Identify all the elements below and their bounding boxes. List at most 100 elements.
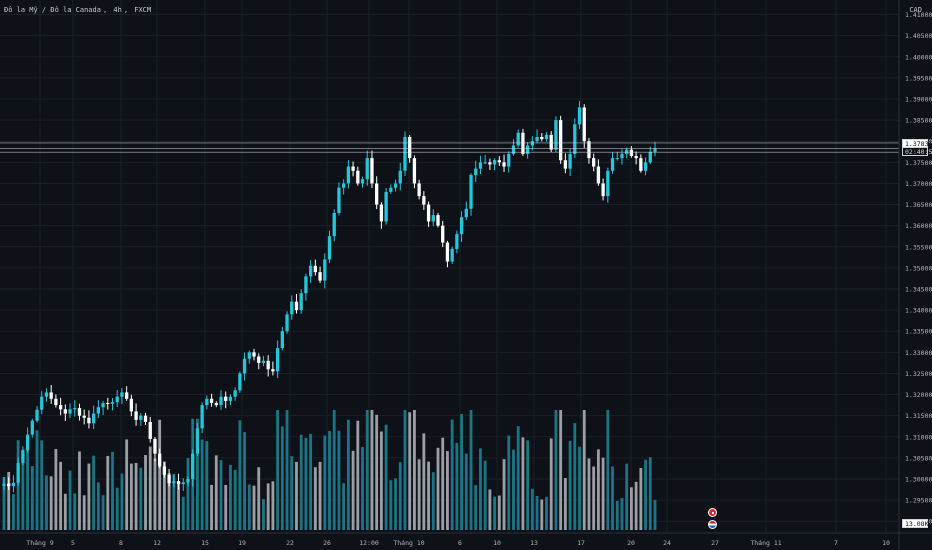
volume-bar: [120, 473, 124, 530]
candle-body: [554, 120, 558, 150]
candle-body: [294, 301, 299, 311]
candle-body: [417, 183, 421, 197]
volume-bar: [620, 497, 624, 530]
candle-body: [596, 166, 601, 184]
candle-body: [21, 450, 25, 463]
volume-bar: [573, 423, 577, 530]
volume-bar: [436, 447, 440, 530]
candle-body: [535, 137, 539, 142]
candle-body: [436, 215, 440, 226]
bar-countdown-tag: 02:40:53: [902, 147, 932, 156]
candle-body: [379, 204, 384, 222]
candle-body: [73, 408, 77, 410]
candle-body: [87, 417, 91, 424]
volume-bar: [106, 455, 110, 530]
volume-bar: [596, 449, 600, 530]
candle-body: [219, 396, 223, 406]
volume-bar: [493, 496, 497, 530]
candle-body: [615, 158, 619, 160]
volume-bar: [408, 412, 412, 530]
volume-bar: [30, 466, 34, 530]
volume-bar: [648, 457, 652, 530]
candle-body: [172, 481, 176, 484]
candle-body: [648, 151, 652, 163]
time-tick-label: 5: [71, 539, 75, 547]
price-tick-label: 1.39000: [905, 96, 932, 104]
candle-body: [426, 204, 431, 222]
candle-body: [389, 187, 393, 192]
candle-body: [205, 398, 209, 406]
candle-body: [200, 405, 204, 429]
candle-body: [393, 183, 398, 188]
volume-bar: [516, 426, 520, 530]
volume-bar: [129, 463, 133, 530]
price-tick-label: 1.37000: [905, 180, 932, 188]
volume-bar: [559, 410, 563, 530]
volume-bar: [450, 419, 454, 530]
candle-body: [158, 453, 162, 467]
volume-bar: [276, 410, 280, 530]
candle-body: [488, 162, 492, 165]
candle-body: [356, 170, 360, 184]
candle-body: [478, 162, 483, 169]
volume-bar: [323, 435, 327, 530]
candle-body: [280, 331, 284, 349]
volume-bar: [257, 467, 261, 530]
candle-body: [11, 482, 16, 487]
volume-bar: [233, 469, 237, 530]
volume-bar: [351, 450, 355, 530]
candle-body: [323, 259, 327, 281]
price-axis[interactable]: 1.290001.295001.300001.305001.310001.315…: [898, 0, 932, 550]
volume-bar: [26, 437, 30, 530]
volume-bar: [252, 485, 256, 530]
volume-bar: [639, 468, 643, 530]
candle-body: [143, 415, 148, 422]
volume-bar: [507, 435, 511, 530]
candle-body: [313, 265, 317, 273]
volume-bar: [125, 439, 129, 530]
candle-body: [332, 213, 336, 237]
volume-bar: [568, 440, 572, 530]
volume-bar: [59, 461, 63, 530]
candle-body: [398, 170, 402, 184]
volume-bar: [535, 495, 539, 530]
volume-bar: [384, 424, 388, 530]
us-event-icon[interactable]: [708, 520, 717, 529]
volume-bar: [479, 448, 482, 530]
volume-bar: [313, 467, 317, 530]
volume-bar: [285, 410, 289, 530]
price-tick-label: 1.37500: [905, 159, 932, 167]
time-axis[interactable]: Tháng 9 5 8 12 15 19 22 26 12:00 Tháng 10 6 10 13 17 2…: [0, 532, 932, 547]
candle-body: [318, 272, 322, 281]
time-tick-label: 8: [119, 539, 123, 547]
volume-bar: [379, 431, 383, 530]
canada-event-icon[interactable]: [708, 508, 717, 517]
candle-body: [384, 191, 388, 222]
candle-body: [639, 158, 643, 171]
price-tick-label: 1.32000: [905, 391, 932, 399]
price-tick-label: 1.34000: [905, 307, 932, 315]
volume-bar: [502, 459, 506, 530]
volume-bar: [73, 493, 77, 530]
volume-bar: [488, 489, 492, 530]
volume-bar: [582, 410, 586, 530]
volume-bar: [153, 458, 157, 530]
candle-body: [214, 403, 218, 406]
candle-body: [68, 409, 72, 414]
candle-body: [125, 392, 129, 399]
time-tick-label: Tháng 9: [26, 539, 53, 547]
volume-bar: [111, 451, 114, 530]
volume-bar: [644, 459, 647, 530]
volume-bar: [21, 449, 25, 530]
candle-body: [408, 137, 412, 159]
symbol-legend[interactable]: Đô la Mỹ / Đô la Canada, 4h, FXCM: [4, 6, 153, 14]
volume-bar: [280, 426, 284, 530]
candle-body: [521, 132, 525, 154]
candle-body: [58, 405, 63, 410]
time-tick-label: 19: [238, 539, 246, 547]
time-tick-label: 22: [286, 539, 294, 547]
volume-bar: [554, 410, 558, 530]
candle-body: [625, 149, 629, 154]
candle-body: [525, 145, 530, 154]
